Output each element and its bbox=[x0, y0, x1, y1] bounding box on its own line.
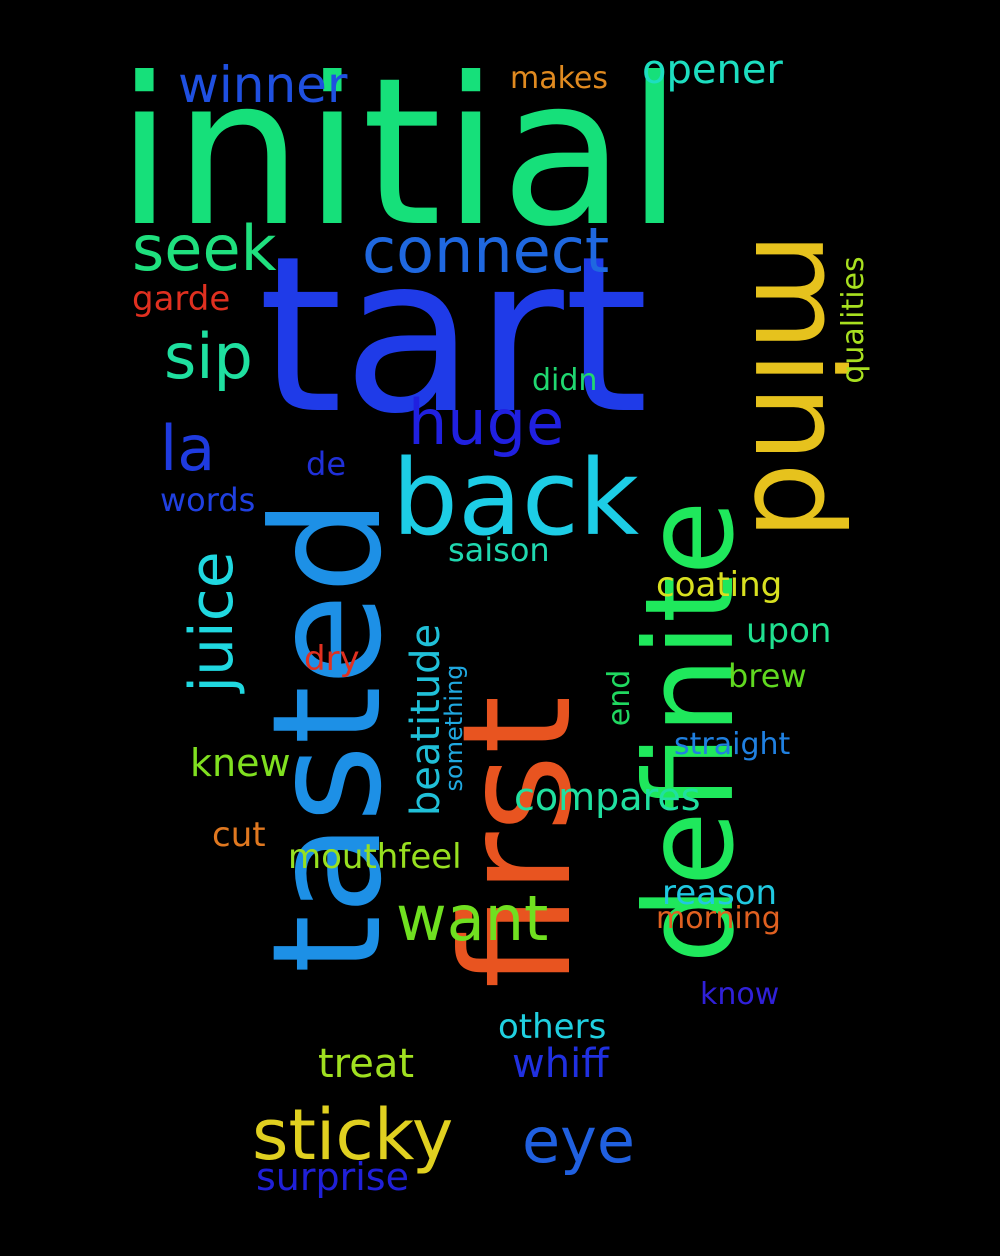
word-knew: knew bbox=[190, 741, 291, 785]
word-tasted: tasted bbox=[241, 498, 415, 974]
word-winner: winner bbox=[178, 56, 348, 114]
word-sip: sip bbox=[164, 320, 253, 393]
word-makes: makes bbox=[510, 61, 608, 96]
word-know: know bbox=[700, 977, 780, 1012]
word-de: de bbox=[306, 445, 346, 483]
word-cut: cut bbox=[212, 815, 266, 855]
word-huge: huge bbox=[408, 386, 565, 459]
word-eye: eye bbox=[522, 1104, 635, 1177]
word-juice: juice bbox=[177, 551, 247, 693]
word-coating: coating bbox=[656, 565, 783, 605]
word-qualities: qualities bbox=[836, 256, 871, 384]
word-compares: compares bbox=[514, 775, 701, 819]
word-didn: didn bbox=[532, 363, 598, 398]
word-something: something bbox=[440, 664, 468, 792]
word-saison: saison bbox=[448, 531, 550, 569]
word-opener: opener bbox=[642, 47, 783, 93]
word-brew: brew bbox=[728, 657, 807, 695]
word-treat: treat bbox=[318, 1041, 415, 1087]
word-words: words bbox=[160, 481, 256, 519]
word-seek: seek bbox=[132, 212, 277, 285]
word-mouthfeel: mouthfeel bbox=[288, 837, 462, 877]
word-end: end bbox=[602, 669, 637, 727]
word-morning: morning bbox=[656, 901, 781, 936]
word-straight: straight bbox=[674, 727, 791, 762]
word-tart: tart bbox=[258, 210, 649, 461]
word-want: want bbox=[396, 882, 549, 955]
word-others: others bbox=[498, 1007, 607, 1047]
word-reason: reason bbox=[662, 873, 778, 913]
word-la: la bbox=[160, 412, 216, 485]
word-whiff: whiff bbox=[512, 1041, 609, 1087]
word-dry: dry bbox=[304, 639, 360, 679]
word-garde: garde bbox=[132, 279, 231, 319]
word-back: back bbox=[392, 437, 640, 559]
word-surprise: surprise bbox=[256, 1155, 409, 1199]
word-upon: upon bbox=[746, 611, 832, 651]
word-initial: initial bbox=[116, 35, 684, 272]
word-connect: connect bbox=[362, 214, 610, 287]
word-sticky: sticky bbox=[252, 1094, 454, 1176]
